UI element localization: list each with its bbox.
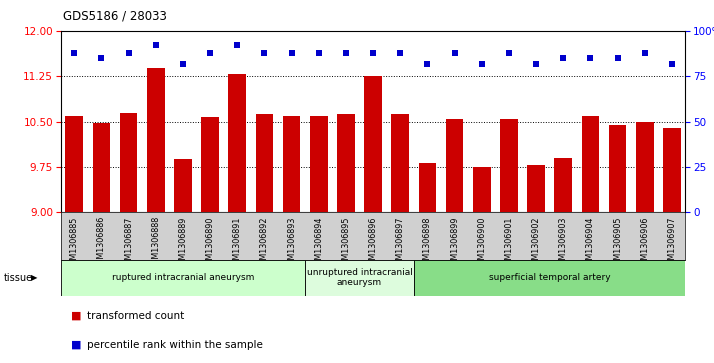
Point	[612, 55, 623, 61]
Bar	[554, 158, 572, 212]
Text: GDS5186 / 28033: GDS5186 / 28033	[63, 9, 166, 22]
Point	[150, 42, 161, 48]
Point	[313, 50, 324, 56]
Bar	[636, 122, 653, 212]
Text: GSM1306888: GSM1306888	[151, 216, 160, 269]
Bar	[446, 119, 463, 212]
Text: GSM1306886: GSM1306886	[97, 216, 106, 269]
Text: GSM1306885: GSM1306885	[70, 216, 79, 269]
Point	[503, 50, 515, 56]
Bar	[500, 119, 518, 212]
Point	[367, 50, 378, 56]
Point	[177, 61, 188, 66]
Bar	[256, 114, 273, 212]
Text: GSM1306904: GSM1306904	[586, 216, 595, 269]
Point	[476, 61, 488, 66]
Bar	[305, 260, 414, 296]
Text: GSM1306891: GSM1306891	[233, 216, 242, 269]
Text: GSM1306900: GSM1306900	[477, 216, 486, 269]
Bar	[310, 115, 328, 212]
Bar	[66, 115, 83, 212]
Point	[395, 50, 406, 56]
Bar	[663, 128, 680, 212]
Text: ruptured intracranial aneurysm: ruptured intracranial aneurysm	[111, 273, 254, 282]
Bar	[201, 117, 219, 212]
Text: ■: ■	[71, 340, 82, 350]
Point	[558, 55, 569, 61]
Point	[204, 50, 216, 56]
Bar	[120, 113, 137, 212]
Text: unruptured intracranial
aneurysm: unruptured intracranial aneurysm	[306, 268, 413, 287]
Text: GSM1306901: GSM1306901	[504, 216, 513, 269]
Text: ■: ■	[71, 311, 82, 321]
Text: GSM1306902: GSM1306902	[531, 216, 540, 270]
Text: GSM1306907: GSM1306907	[668, 216, 676, 270]
Point	[123, 50, 134, 56]
Text: GSM1306889: GSM1306889	[178, 216, 187, 269]
Point	[666, 61, 678, 66]
Point	[585, 55, 596, 61]
Bar	[61, 260, 305, 296]
Text: GSM1306903: GSM1306903	[559, 216, 568, 269]
Point	[231, 42, 243, 48]
Bar	[581, 115, 599, 212]
Bar	[364, 76, 382, 212]
Text: GSM1306906: GSM1306906	[640, 216, 649, 269]
Text: transformed count: transformed count	[87, 311, 184, 321]
Point	[286, 50, 297, 56]
Text: tissue: tissue	[4, 273, 33, 283]
Text: GSM1306890: GSM1306890	[206, 216, 215, 269]
Text: percentile rank within the sample: percentile rank within the sample	[87, 340, 263, 350]
Text: GSM1306896: GSM1306896	[368, 216, 378, 269]
Point	[531, 61, 542, 66]
Bar	[609, 125, 626, 212]
Point	[340, 50, 351, 56]
Text: GSM1306898: GSM1306898	[423, 216, 432, 269]
Text: GSM1306895: GSM1306895	[341, 216, 351, 270]
Text: GSM1306892: GSM1306892	[260, 216, 269, 270]
Point	[639, 50, 650, 56]
Point	[96, 55, 107, 61]
Text: GSM1306897: GSM1306897	[396, 216, 405, 270]
Bar	[414, 260, 685, 296]
Bar	[283, 115, 301, 212]
Text: ▶: ▶	[31, 273, 37, 282]
Text: GSM1306899: GSM1306899	[450, 216, 459, 270]
Bar	[337, 114, 355, 212]
Point	[258, 50, 270, 56]
Point	[422, 61, 433, 66]
Bar	[228, 74, 246, 212]
Point	[69, 50, 80, 56]
Text: GSM1306887: GSM1306887	[124, 216, 133, 269]
Text: GSM1306894: GSM1306894	[314, 216, 323, 269]
Bar	[391, 114, 409, 212]
Bar	[527, 165, 545, 212]
Text: GSM1306905: GSM1306905	[613, 216, 622, 270]
Bar	[147, 68, 165, 212]
Text: superficial temporal artery: superficial temporal artery	[489, 273, 610, 282]
Bar	[473, 167, 491, 212]
Bar	[93, 123, 110, 212]
Bar	[174, 159, 192, 212]
Point	[449, 50, 461, 56]
Bar	[418, 163, 436, 212]
Text: GSM1306893: GSM1306893	[287, 216, 296, 269]
